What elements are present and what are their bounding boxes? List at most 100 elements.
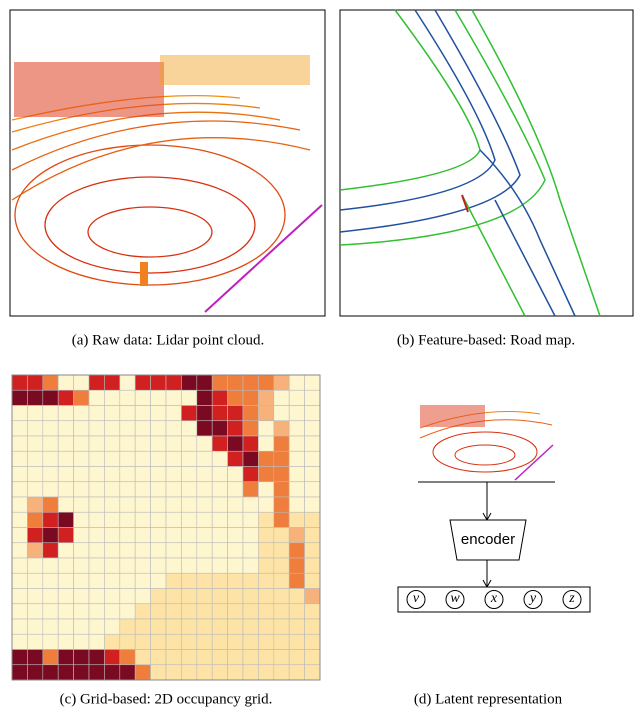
grid-cell <box>304 374 321 391</box>
grid-cell <box>42 511 59 528</box>
grid-cell <box>242 572 259 589</box>
encoder-label: encoder <box>461 531 515 548</box>
grid-cell <box>181 450 198 467</box>
grid-cell <box>196 466 213 483</box>
grid-cell <box>242 481 259 498</box>
grid-cell <box>288 557 305 574</box>
grid-cell <box>42 450 59 467</box>
grid-cell <box>73 603 90 620</box>
grid-cell <box>288 511 305 528</box>
grid-cell <box>150 527 167 544</box>
grid-cell <box>196 481 213 498</box>
grid-cell <box>196 603 213 620</box>
grid-cell <box>88 374 105 391</box>
grid-cell <box>211 466 228 483</box>
caption: (a) Raw data: Lidar point cloud. <box>72 332 264 348</box>
grid-cell <box>27 603 44 620</box>
lidar-pole <box>140 262 148 286</box>
grid-cell <box>104 603 121 620</box>
grid-cell <box>42 466 59 483</box>
grid-cell <box>11 542 28 559</box>
grid-cell <box>165 527 182 544</box>
grid-cell <box>134 633 151 650</box>
grid-cell <box>181 389 198 406</box>
grid-cell <box>304 572 321 589</box>
grid-cell <box>150 664 167 681</box>
grid-cell <box>73 649 90 666</box>
grid-cell <box>288 481 305 498</box>
mini-curb <box>514 444 554 481</box>
grid-cell <box>211 389 228 406</box>
grid-cell <box>273 481 290 498</box>
grid-cell <box>104 511 121 528</box>
grid-cell <box>119 633 136 650</box>
grid-cell <box>304 557 321 574</box>
grid-cell <box>196 405 213 422</box>
grid-cell <box>258 466 275 483</box>
grid-cell <box>88 618 105 635</box>
grid-cell <box>134 557 151 574</box>
grid-cell <box>273 527 290 544</box>
grid-cell <box>211 527 228 544</box>
grid-cell <box>304 420 321 437</box>
grid-cell <box>181 664 198 681</box>
grid-cell <box>304 527 321 544</box>
grid-cell <box>11 557 28 574</box>
grid-cell <box>227 405 244 422</box>
grid-cell <box>242 527 259 544</box>
grid-cell <box>104 649 121 666</box>
grid-cell <box>11 496 28 513</box>
grid-cell <box>227 572 244 589</box>
grid-cell <box>11 649 28 666</box>
grid-cell <box>150 633 167 650</box>
grid-cell <box>211 618 228 635</box>
grid-cell <box>42 633 59 650</box>
grid-cell <box>196 496 213 513</box>
grid-cell <box>119 542 136 559</box>
grid-cell <box>304 496 321 513</box>
grid-cell <box>27 374 44 391</box>
grid-cell <box>73 450 90 467</box>
grid-cell <box>181 511 198 528</box>
latent-label: v <box>413 591 420 606</box>
grid-cell <box>134 466 151 483</box>
grid-cell <box>273 557 290 574</box>
grid-cell <box>27 466 44 483</box>
grid-cell <box>211 603 228 620</box>
grid-cell <box>242 664 259 681</box>
grid-cell <box>165 618 182 635</box>
grid-cell <box>88 466 105 483</box>
grid-cell <box>227 481 244 498</box>
grid-cell <box>134 649 151 666</box>
grid-cell <box>150 374 167 391</box>
grid-cell <box>73 389 90 406</box>
grid-cell <box>88 389 105 406</box>
grid-cell <box>104 557 121 574</box>
grid-cell <box>27 542 44 559</box>
roadmap-panel: (b) Feature-based: Road map. <box>339 9 634 348</box>
grid-cell <box>88 588 105 605</box>
grid-cell <box>165 664 182 681</box>
grid-cell <box>57 572 74 589</box>
grid-cell <box>42 572 59 589</box>
grid-cell <box>196 649 213 666</box>
road-lanes <box>339 9 601 317</box>
grid-cell <box>42 374 59 391</box>
grid-cell <box>42 603 59 620</box>
grid-cell <box>258 481 275 498</box>
grid-cell <box>258 450 275 467</box>
grid-cell <box>227 588 244 605</box>
grid-cell <box>73 466 90 483</box>
grid-cell <box>42 481 59 498</box>
grid-cell <box>211 572 228 589</box>
grid-cell <box>104 481 121 498</box>
grid-cell <box>42 496 59 513</box>
grid-cell <box>211 420 228 437</box>
grid-cell <box>211 496 228 513</box>
grid-cell <box>119 664 136 681</box>
grid-cell <box>88 527 105 544</box>
encoder-block <box>449 519 527 561</box>
grid-cell <box>258 557 275 574</box>
grid-cell <box>196 435 213 452</box>
grid-cell <box>165 511 182 528</box>
